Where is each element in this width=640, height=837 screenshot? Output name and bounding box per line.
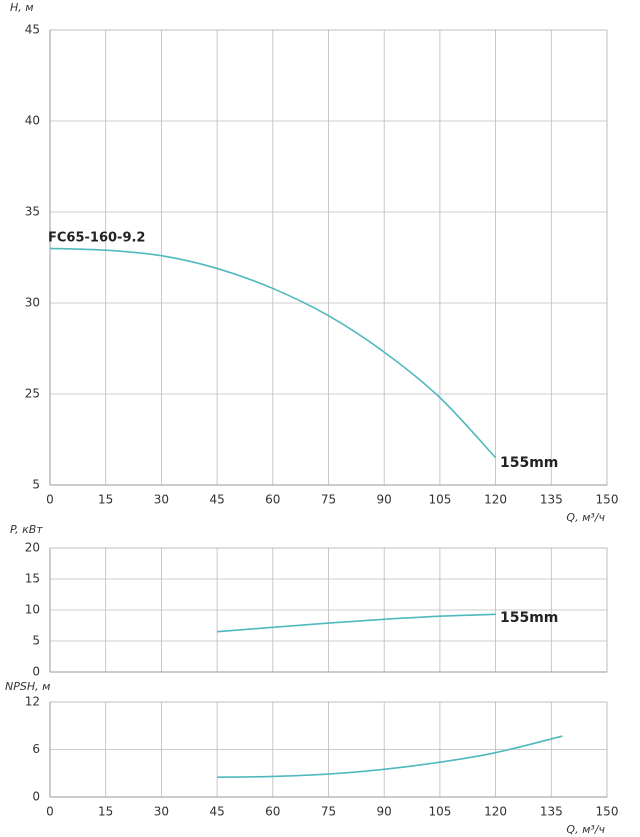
x-axis-label: Q, м³/ч [566, 511, 605, 524]
y-tick-label: 6 [32, 742, 40, 756]
x-tick-label: 135 [540, 493, 563, 507]
y-tick-label: 45 [25, 23, 40, 37]
x-tick-label: 105 [428, 493, 451, 507]
x-axis-label: Q, м³/ч [566, 823, 605, 836]
x-tick-label: 150 [596, 805, 619, 819]
x-tick-label: 90 [377, 805, 392, 819]
y-tick-label: 5 [32, 634, 40, 648]
x-tick-label: 135 [540, 805, 563, 819]
x-tick-label: 0 [46, 805, 54, 819]
curve [49, 247, 497, 459]
x-tick-label: 15 [98, 805, 113, 819]
x-tick-label: 90 [377, 493, 392, 507]
annotation: 155mm [500, 610, 558, 626]
x-tick-label: 120 [484, 493, 507, 507]
y-tick-label: 20 [25, 541, 40, 555]
x-tick-label: 60 [265, 805, 280, 819]
y-tick-label: 0 [32, 790, 40, 804]
annotation: 155mm [500, 455, 558, 471]
x-tick-label: 75 [321, 493, 336, 507]
annotation: FC65-160-9.2 [48, 231, 145, 246]
x-tick-label: 15 [98, 493, 113, 507]
y-tick-label: 30 [25, 296, 40, 310]
x-tick-label: 60 [265, 493, 280, 507]
y-tick-label: 5 [32, 478, 40, 492]
x-tick-label: 150 [596, 493, 619, 507]
x-tick-label: 45 [209, 805, 224, 819]
curve [217, 735, 563, 779]
y-tick-label: 10 [25, 603, 40, 617]
y-tick-label: 15 [25, 572, 40, 586]
y-axis-label: H, м [10, 1, 34, 14]
x-tick-label: 30 [154, 493, 169, 507]
y-tick-label: 0 [32, 665, 40, 679]
x-tick-label: 105 [428, 805, 451, 819]
y-axis-label: NPSH, м [5, 680, 50, 693]
y-tick-label: 35 [25, 205, 40, 219]
y-tick-label: 40 [25, 114, 40, 128]
x-tick-label: 75 [321, 805, 336, 819]
y-axis-label: P, кВт [10, 523, 43, 536]
x-tick-label: 30 [154, 805, 169, 819]
x-tick-label: 120 [484, 805, 507, 819]
y-tick-label: 12 [25, 695, 40, 709]
curve [217, 613, 496, 633]
x-tick-label: 45 [209, 493, 224, 507]
y-tick-label: 25 [25, 387, 40, 401]
x-tick-label: 0 [46, 493, 54, 507]
